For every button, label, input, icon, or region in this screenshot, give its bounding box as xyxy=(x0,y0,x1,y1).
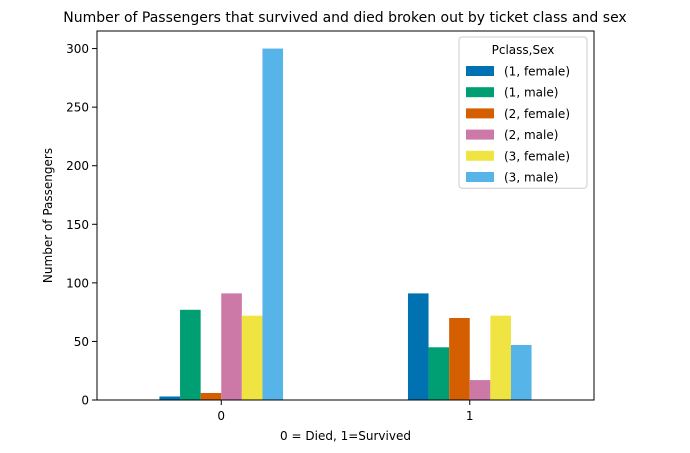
x-axis-label: 0 = Died, 1=Survived xyxy=(280,429,411,443)
legend-swatch xyxy=(466,87,494,98)
bar xyxy=(241,315,263,400)
bar xyxy=(200,392,222,400)
bar xyxy=(449,318,470,400)
y-tick-label: 100 xyxy=(66,276,89,290)
legend-swatch xyxy=(466,150,494,161)
plot-area xyxy=(159,48,532,400)
y-tick-label: 0 xyxy=(81,394,89,408)
x-tick-label: 0 xyxy=(217,409,225,423)
legend-entry-label: (3, male) xyxy=(504,171,558,185)
legend-entry-label: (1, male) xyxy=(504,86,558,100)
y-axis: 0 50 100 150 200 250 300 xyxy=(66,42,97,408)
legend-swatch xyxy=(466,129,494,140)
x-tick-label: 1 xyxy=(466,409,474,423)
legend-swatch xyxy=(466,172,494,182)
legend-entry-label: (1, female) xyxy=(504,65,570,79)
bar xyxy=(490,315,511,400)
bar xyxy=(262,48,284,400)
legend-entry-label: (2, male) xyxy=(504,128,558,142)
bar xyxy=(221,293,242,400)
legend-entry-label: (2, female) xyxy=(504,107,570,121)
bar xyxy=(180,309,201,400)
legend-entry-label: (3, female) xyxy=(504,149,570,163)
legend-title: Pclass,Sex xyxy=(492,43,555,57)
y-tick-label: 300 xyxy=(66,42,89,56)
bar xyxy=(407,293,429,400)
bar xyxy=(428,347,450,400)
y-axis-label: Number of Passengers xyxy=(41,148,55,283)
legend-swatch xyxy=(466,66,494,76)
y-tick-label: 150 xyxy=(66,218,89,232)
legend-swatch xyxy=(466,108,494,119)
bar xyxy=(469,380,491,400)
legend: Pclass,Sex (1, female) (1, male) (2, female… xyxy=(458,36,588,189)
y-tick-label: 50 xyxy=(74,335,89,349)
axes-frame xyxy=(96,30,595,401)
bar xyxy=(510,344,532,400)
bar xyxy=(159,396,181,400)
y-tick-label: 250 xyxy=(66,101,89,115)
y-tick-label: 200 xyxy=(66,159,89,173)
chart-title: Number of Passengers that survived and d… xyxy=(63,10,626,26)
